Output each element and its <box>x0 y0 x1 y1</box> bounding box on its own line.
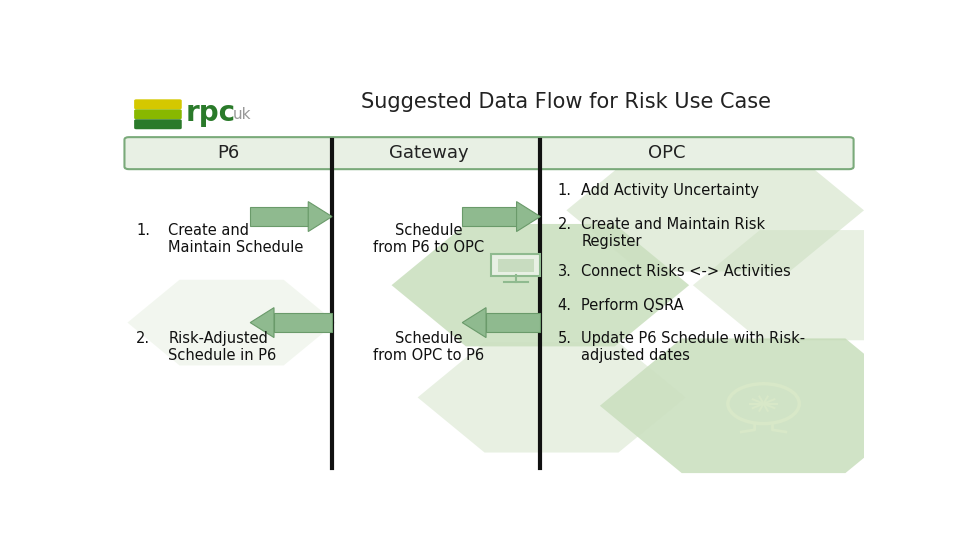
Polygon shape <box>392 224 689 346</box>
Polygon shape <box>566 149 864 272</box>
FancyBboxPatch shape <box>134 99 181 109</box>
Polygon shape <box>516 201 540 232</box>
Polygon shape <box>463 308 486 338</box>
Text: Add Activity Uncertainty: Add Activity Uncertainty <box>581 183 759 198</box>
FancyBboxPatch shape <box>134 119 181 129</box>
Polygon shape <box>600 339 927 473</box>
Text: Schedule
from OPC to P6: Schedule from OPC to P6 <box>373 331 485 363</box>
Polygon shape <box>693 230 960 340</box>
Text: Gateway: Gateway <box>389 144 468 162</box>
Text: 1.: 1. <box>136 223 151 238</box>
Bar <box>463 207 516 226</box>
Text: 5.: 5. <box>558 331 571 346</box>
Text: 2.: 2. <box>558 217 571 232</box>
FancyBboxPatch shape <box>134 109 181 119</box>
Text: rpc: rpc <box>185 99 235 127</box>
Text: 2.: 2. <box>136 331 151 346</box>
Text: Perform QSRA: Perform QSRA <box>581 298 684 313</box>
FancyBboxPatch shape <box>492 254 540 276</box>
Polygon shape <box>308 201 332 232</box>
Bar <box>486 313 540 332</box>
Text: Connect Risks <-> Activities: Connect Risks <-> Activities <box>581 265 791 279</box>
Text: Create and
Maintain Schedule: Create and Maintain Schedule <box>168 223 303 255</box>
FancyBboxPatch shape <box>125 137 853 169</box>
Bar <box>274 313 332 332</box>
Text: 1.: 1. <box>558 183 571 198</box>
Text: Risk-Adjusted
Schedule in P6: Risk-Adjusted Schedule in P6 <box>168 331 276 363</box>
Text: P6: P6 <box>217 144 239 162</box>
Text: Create and Maintain Risk
Register: Create and Maintain Risk Register <box>581 217 765 249</box>
Polygon shape <box>128 280 336 366</box>
Text: Schedule
from P6 to OPC: Schedule from P6 to OPC <box>373 223 485 255</box>
FancyBboxPatch shape <box>498 259 534 272</box>
Text: Update P6 Schedule with Risk-
adjusted dates: Update P6 Schedule with Risk- adjusted d… <box>581 331 805 363</box>
Text: 3.: 3. <box>558 265 571 279</box>
Text: uk: uk <box>233 107 252 122</box>
Text: 4.: 4. <box>558 298 571 313</box>
Bar <box>251 207 308 226</box>
Polygon shape <box>251 308 274 338</box>
Text: Suggested Data Flow for Risk Use Case: Suggested Data Flow for Risk Use Case <box>361 92 772 112</box>
Polygon shape <box>418 342 685 453</box>
Text: OPC: OPC <box>648 144 685 162</box>
